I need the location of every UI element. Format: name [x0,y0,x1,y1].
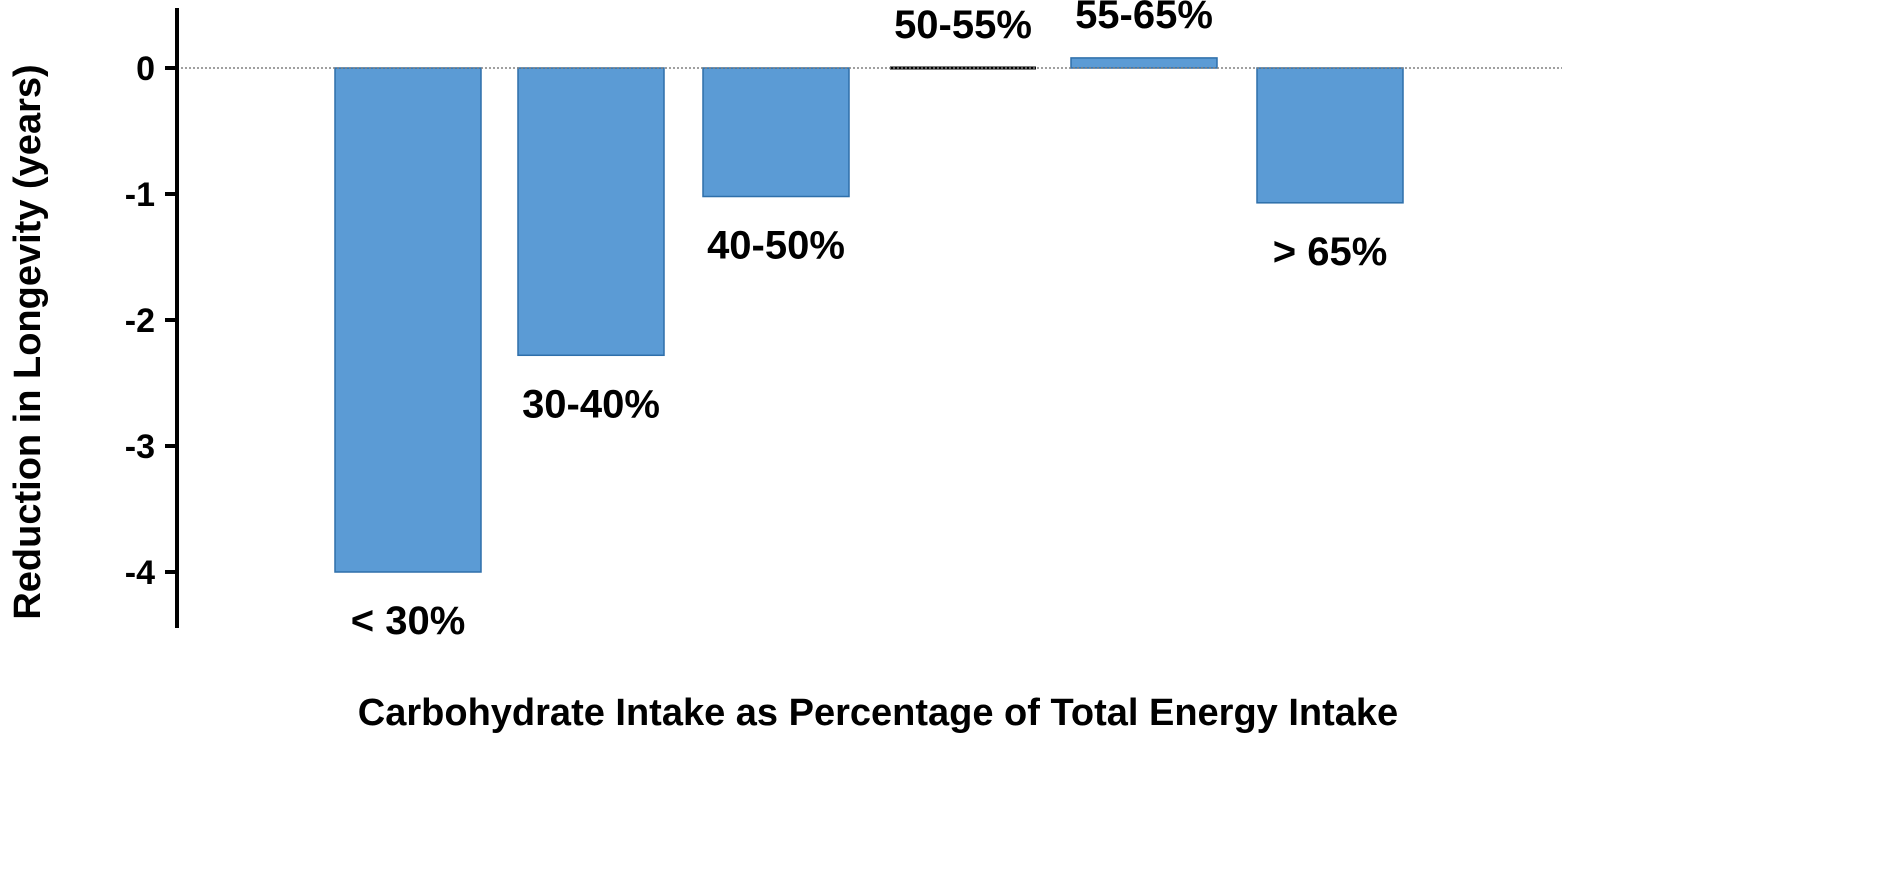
bar [702,67,850,198]
y-tick-label: 0 [136,50,155,88]
category-label: < 30% [351,599,466,643]
x-axis-label: Carbohydrate Intake as Percentage of Tot… [358,692,1398,734]
bar [334,67,482,573]
category-label: > 65% [1273,230,1388,274]
y-tick-label: -4 [125,554,155,592]
category-label: 40-50% [707,224,845,268]
bars-layer [334,57,1404,573]
category-label: 50-55% [894,3,1032,47]
y-tick-label: -2 [125,302,155,340]
category-label: 30-40% [522,382,660,426]
bar [1256,67,1404,204]
category-labels-layer: < 30% 30-40% 40-50% 50-55% 55-65% > 65% [351,0,1388,643]
category-label: 55-65% [1075,0,1213,37]
bar [517,67,665,357]
y-tick-label: -3 [125,428,155,466]
y-tick-label: -1 [125,176,155,214]
y-ticks-layer: 0 -1 -2 -3 -4 [125,50,177,592]
bar [1070,57,1218,69]
y-axis-label: Reduction in Longevity (years) [7,64,49,619]
